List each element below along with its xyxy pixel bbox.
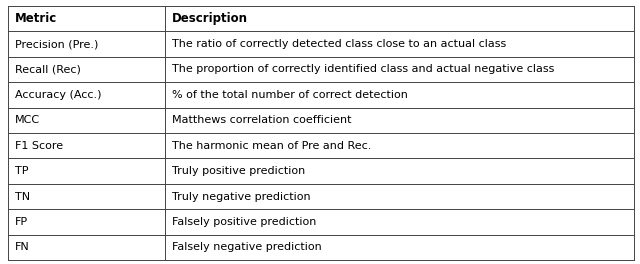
Text: TP: TP (15, 166, 29, 176)
Text: Metric: Metric (15, 12, 57, 25)
Text: The ratio of correctly detected class close to an actual class: The ratio of correctly detected class cl… (172, 39, 506, 49)
Text: Falsely negative prediction: Falsely negative prediction (172, 242, 321, 252)
Text: Precision (Pre.): Precision (Pre.) (15, 39, 99, 49)
Text: Accuracy (Acc.): Accuracy (Acc.) (15, 90, 102, 100)
Text: The proportion of correctly identified class and actual negative class: The proportion of correctly identified c… (172, 64, 554, 74)
Text: MCC: MCC (15, 115, 40, 125)
Text: F1 Score: F1 Score (15, 141, 63, 151)
Text: The harmonic mean of Pre and Rec.: The harmonic mean of Pre and Rec. (172, 141, 371, 151)
Text: Truly positive prediction: Truly positive prediction (172, 166, 305, 176)
Text: Matthews correlation coefficient: Matthews correlation coefficient (172, 115, 351, 125)
Text: Falsely positive prediction: Falsely positive prediction (172, 217, 316, 227)
Text: Description: Description (172, 12, 248, 25)
Text: % of the total number of correct detection: % of the total number of correct detecti… (172, 90, 408, 100)
Text: TN: TN (15, 191, 30, 201)
Text: FP: FP (15, 217, 28, 227)
Text: FN: FN (15, 242, 29, 252)
Text: Truly negative prediction: Truly negative prediction (172, 191, 310, 201)
Text: Recall (Rec): Recall (Rec) (15, 64, 81, 74)
